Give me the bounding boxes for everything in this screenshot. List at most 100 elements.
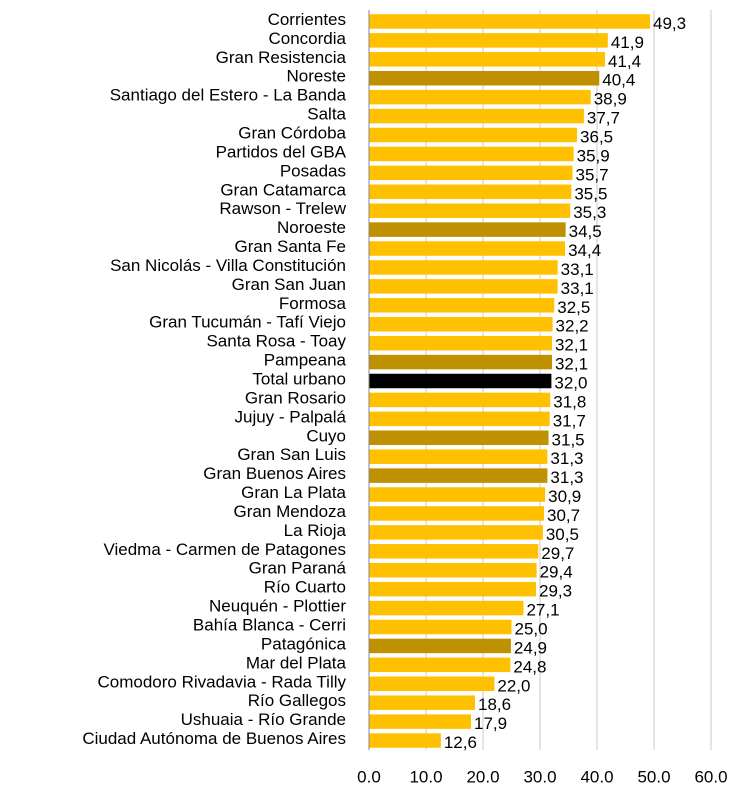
value-label: 31,8 — [553, 392, 586, 411]
bar — [369, 279, 558, 294]
bar — [369, 33, 608, 48]
bar — [369, 468, 548, 483]
category-label: Total urbano — [252, 369, 346, 388]
category-label: Concordia — [269, 29, 347, 48]
category-label: Noroeste — [277, 218, 346, 237]
bar — [369, 619, 512, 635]
value-label: 31,3 — [550, 449, 583, 468]
category-label: Ciudad Autónoma de Buenos Aires — [82, 729, 346, 748]
bar — [369, 525, 543, 540]
value-label: 37,7 — [587, 109, 620, 128]
category-label: Río Gallegos — [248, 691, 346, 710]
value-label: 30,9 — [548, 487, 581, 506]
value-label: 31,7 — [553, 411, 586, 430]
value-label: 27,1 — [526, 601, 559, 620]
bar — [369, 298, 555, 313]
value-label: 32,2 — [556, 317, 589, 336]
bar — [369, 695, 476, 710]
category-label: Gran Paraná — [249, 559, 347, 578]
category-label: Gran Rosario — [245, 388, 346, 407]
value-label: 35,5 — [574, 184, 607, 203]
value-label: 35,7 — [575, 165, 608, 184]
x-tick-label: 60.0 — [694, 767, 727, 786]
bar — [369, 581, 537, 597]
x-tick-label: 40.0 — [580, 767, 613, 786]
bar — [369, 373, 552, 389]
bar — [369, 165, 573, 181]
x-tick-label: 30.0 — [523, 767, 556, 786]
category-label: Comodoro Rivadavia - Rada Tilly — [98, 672, 347, 691]
value-label: 24,8 — [513, 657, 546, 676]
category-label: Salta — [307, 105, 346, 124]
category-label: Gran Santa Fe — [234, 237, 346, 256]
bar — [369, 316, 553, 332]
category-label: Gran La Plata — [241, 483, 346, 502]
category-label: Pampeana — [264, 351, 347, 370]
bar — [369, 52, 605, 67]
value-label: 32,1 — [555, 336, 588, 355]
value-label: 31,5 — [552, 430, 585, 449]
bar — [369, 676, 495, 692]
value-label: 30,5 — [546, 525, 579, 544]
value-label: 22,0 — [497, 676, 530, 695]
bar — [369, 335, 552, 351]
bar — [369, 449, 548, 464]
category-label: Gran Catamarca — [220, 180, 346, 199]
value-label: 41,4 — [608, 52, 641, 71]
value-label: 35,3 — [573, 203, 606, 222]
value-label: 34,5 — [569, 222, 602, 241]
value-label: 35,9 — [577, 146, 610, 165]
bar — [369, 354, 552, 370]
bar — [369, 89, 591, 105]
bar — [369, 562, 537, 578]
bar — [369, 714, 472, 729]
bar — [369, 14, 651, 29]
value-label: 29,7 — [541, 544, 574, 563]
value-label: 25,0 — [515, 619, 548, 638]
category-label: Santa Rosa - Toay — [206, 332, 346, 351]
category-label: Río Cuarto — [264, 578, 346, 597]
category-label: Gran Tucumán - Tafí Viejo — [149, 313, 346, 332]
value-label: 30,7 — [547, 506, 580, 525]
category-label: Gran Buenos Aires — [203, 464, 346, 483]
bar — [369, 241, 566, 256]
category-label: Cuyo — [306, 426, 346, 445]
bar — [369, 203, 571, 218]
value-label: 24,9 — [514, 638, 547, 657]
value-label: 31,3 — [550, 468, 583, 487]
value-label: 18,6 — [478, 695, 511, 714]
value-label: 49,3 — [653, 14, 686, 33]
bar — [369, 544, 539, 559]
value-label: 29,4 — [540, 563, 573, 582]
value-label: 32,1 — [555, 355, 588, 374]
category-label: Patagónica — [261, 634, 347, 653]
category-label: Viedma - Carmen de Patagones — [103, 540, 346, 559]
x-tick-label: 50.0 — [637, 767, 670, 786]
category-label: Gran Resistencia — [216, 48, 347, 67]
category-label: Neuquén - Plottier — [209, 597, 346, 616]
category-label: Santiago del Estero - La Banda — [110, 86, 347, 105]
value-label: 40,4 — [602, 71, 635, 90]
value-label: 32,0 — [554, 373, 587, 392]
bar — [369, 506, 544, 521]
bar — [369, 127, 578, 143]
category-label: Partidos del GBA — [216, 142, 347, 161]
category-label: Gran Córdoba — [238, 123, 346, 142]
category-label: Mar del Plata — [246, 653, 347, 672]
x-tick-label: 20.0 — [466, 767, 499, 786]
bar — [369, 657, 511, 673]
category-label: Bahía Blanca - Cerri — [193, 615, 346, 634]
bar — [369, 146, 574, 162]
bar — [369, 108, 584, 124]
value-label: 34,4 — [568, 241, 601, 260]
bar — [369, 411, 550, 427]
category-label: Formosa — [279, 294, 347, 313]
category-label: Jujuy - Palpalá — [234, 407, 346, 426]
category-label: Corrientes — [268, 10, 346, 29]
bar — [369, 733, 441, 748]
category-label: Gran San Juan — [232, 275, 346, 294]
value-label: 41,9 — [611, 33, 644, 52]
bar — [369, 430, 549, 446]
bar — [369, 487, 546, 502]
